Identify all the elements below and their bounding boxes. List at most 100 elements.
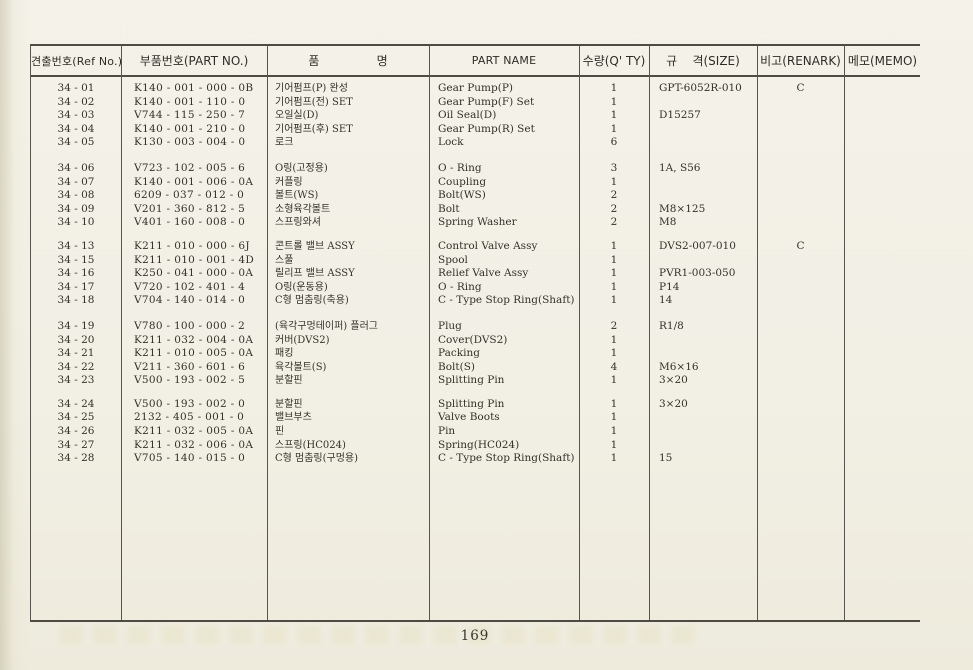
part-name-cell: Splitting Pin xyxy=(438,397,505,410)
memo-cell xyxy=(844,374,921,388)
qty-cell: 1 xyxy=(610,347,618,360)
remark-cell xyxy=(757,361,844,375)
column-divider xyxy=(757,46,758,620)
qty-cell: 1 xyxy=(610,397,618,410)
row-group: 34 - 24 V500 - 193 - 002 - 0 분할핀 Splitti… xyxy=(31,398,920,466)
table-row: 34 - 03 V744 - 115 - 250 - 7 오일실(D) Oil … xyxy=(31,109,920,123)
part-name-cell: Valve Boots xyxy=(438,411,500,424)
size-cell xyxy=(649,176,757,190)
column-divider xyxy=(649,46,650,620)
table-row: 34 - 02 K140 - 001 - 110 - 0 기어펌프(전) SET… xyxy=(31,96,920,110)
part-name-cell: Gear Pump(P) xyxy=(438,82,513,94)
ref-no-cell: 34 - 20 xyxy=(57,333,95,346)
qty-cell: 1 xyxy=(610,267,618,280)
memo-cell xyxy=(844,281,921,295)
part-name-cell: Cover(DVS2) xyxy=(438,333,508,346)
name-kr-cell: 스프링(HC024) xyxy=(275,439,346,451)
table-row: 34 - 22 V211 - 360 - 601 - 6 육각볼트(S) Bol… xyxy=(31,361,920,375)
part-no-cell: V744 - 115 - 250 - 7 xyxy=(134,109,246,122)
table-row: 34 - 27 K211 - 032 - 006 - 0A 스프링(HC024)… xyxy=(31,439,920,453)
table-row: 34 - 10 V401 - 160 - 008 - 0 스프링와셔 Sprin… xyxy=(31,216,920,230)
ref-no-cell: 34 - 06 xyxy=(57,161,95,174)
memo-cell xyxy=(844,162,921,176)
name-kr-cell: 오일실(D) xyxy=(275,110,319,122)
size-cell xyxy=(649,254,757,268)
remark-cell xyxy=(757,294,844,308)
table-row: 34 - 16 K250 - 041 - 000 - 0A 릴리프 밸브 ASS… xyxy=(31,267,920,281)
part-name-cell: O - Ring xyxy=(438,161,482,174)
size-cell: M6×16 xyxy=(659,360,699,373)
table-row: 34 - 09 V201 - 360 - 812 - 5 소형육각볼트 Bolt… xyxy=(31,203,920,217)
ref-no-cell: 34 - 28 xyxy=(57,452,95,465)
size-cell: D15257 xyxy=(659,109,701,122)
remark-cell xyxy=(757,398,844,412)
part-name-cell: Gear Pump(R) Set xyxy=(438,122,535,135)
table-row: 34 - 21 K211 - 010 - 005 - 0A 패킹 Packing… xyxy=(31,347,920,361)
name-kr-cell: 스풀 xyxy=(275,254,294,266)
qty-cell: 4 xyxy=(610,360,618,373)
name-kr-cell: 콘트롤 밸브 ASSY xyxy=(275,240,355,252)
ref-no-cell: 34 - 15 xyxy=(57,253,95,266)
memo-cell xyxy=(844,203,921,217)
ref-no-cell: 34 - 02 xyxy=(57,95,95,108)
table-row: 34 - 18 V704 - 140 - 014 - 0 C형 멈춤링(축용) … xyxy=(31,294,920,308)
remark-cell xyxy=(757,254,844,268)
remark-cell xyxy=(757,439,844,453)
ref-no-cell: 34 - 19 xyxy=(57,319,95,332)
memo-cell xyxy=(844,109,921,123)
name-kr-cell: (육각구멍테이퍼) 플러그 xyxy=(275,320,378,332)
ref-no-cell: 34 - 03 xyxy=(57,109,95,122)
size-cell: 1A, S56 xyxy=(659,161,701,174)
qty-cell: 1 xyxy=(610,452,618,465)
row-group: 34 - 06 V723 - 102 - 005 - 6 O링(고정용) O -… xyxy=(31,162,920,230)
size-cell xyxy=(649,123,757,137)
qty-cell: 1 xyxy=(610,411,618,424)
part-no-cell: V500 - 193 - 002 - 0 xyxy=(134,397,246,410)
part-no-cell: K211 - 032 - 004 - 0A xyxy=(134,333,254,346)
part-no-cell: V720 - 102 - 401 - 4 xyxy=(134,280,246,293)
table-row: 34 - 23 V500 - 193 - 002 - 5 분할핀 Splitti… xyxy=(31,374,920,388)
name-kr-cell: 기어펌프(전) SET xyxy=(275,96,353,108)
remark-cell xyxy=(757,96,844,110)
remark-cell xyxy=(757,267,844,281)
part-name-cell: Spool xyxy=(438,253,468,266)
size-cell: 14 xyxy=(659,294,673,307)
part-name-cell: Packing xyxy=(438,347,480,360)
memo-cell xyxy=(844,254,921,268)
qty-cell: 1 xyxy=(610,95,618,108)
qty-cell: 2 xyxy=(610,189,618,202)
part-name-cell: Lock xyxy=(438,136,464,149)
table-row: 34 - 13 K211 - 010 - 000 - 6J 콘트롤 밸브 ASS… xyxy=(31,240,920,254)
table-row: 34 - 05 K130 - 003 - 004 - 0 로크 Lock 6 xyxy=(31,136,920,150)
part-no-cell: V201 - 360 - 812 - 5 xyxy=(134,202,246,215)
ref-no-cell: 34 - 22 xyxy=(57,360,95,373)
part-no-cell: V723 - 102 - 005 - 6 xyxy=(134,161,246,174)
part-no-cell: V401 - 160 - 008 - 0 xyxy=(134,216,246,229)
size-cell: P14 xyxy=(659,280,680,293)
part-no-cell: K211 - 010 - 001 - 4D xyxy=(134,253,255,266)
part-no-cell: K211 - 010 - 000 - 6J xyxy=(134,239,250,252)
memo-cell xyxy=(844,334,921,348)
ref-no-cell: 34 - 08 xyxy=(57,189,95,202)
part-no-cell: V211 - 360 - 601 - 6 xyxy=(134,360,246,373)
qty-cell: 1 xyxy=(610,294,618,307)
memo-cell xyxy=(844,294,921,308)
header-name-kr: 품 명 xyxy=(308,54,388,68)
part-no-cell: K140 - 001 - 006 - 0A xyxy=(134,175,254,188)
ref-no-cell: 34 - 01 xyxy=(57,82,95,94)
ref-no-cell: 34 - 26 xyxy=(57,425,95,438)
qty-cell: 2 xyxy=(610,216,618,229)
table-row: 34 - 01 K140 - 001 - 000 - 0B 기어펌프(P) 완성… xyxy=(31,82,920,96)
memo-cell xyxy=(844,176,921,190)
table-row: 34 - 25 2132 - 405 - 001 - 0 밸브부츠 Valve … xyxy=(31,411,920,425)
remark-cell: C xyxy=(796,82,805,94)
name-kr-cell: 핀 xyxy=(275,426,285,438)
qty-cell: 1 xyxy=(610,425,618,438)
memo-cell xyxy=(844,82,921,96)
name-kr-cell: 로크 xyxy=(275,137,294,149)
remark-cell xyxy=(757,162,844,176)
part-name-cell: Oil Seal(D) xyxy=(438,109,497,122)
part-name-cell: Control Valve Assy xyxy=(438,239,538,252)
part-no-cell: K130 - 003 - 004 - 0 xyxy=(134,136,246,149)
name-kr-cell: 밸브부츠 xyxy=(275,412,312,424)
